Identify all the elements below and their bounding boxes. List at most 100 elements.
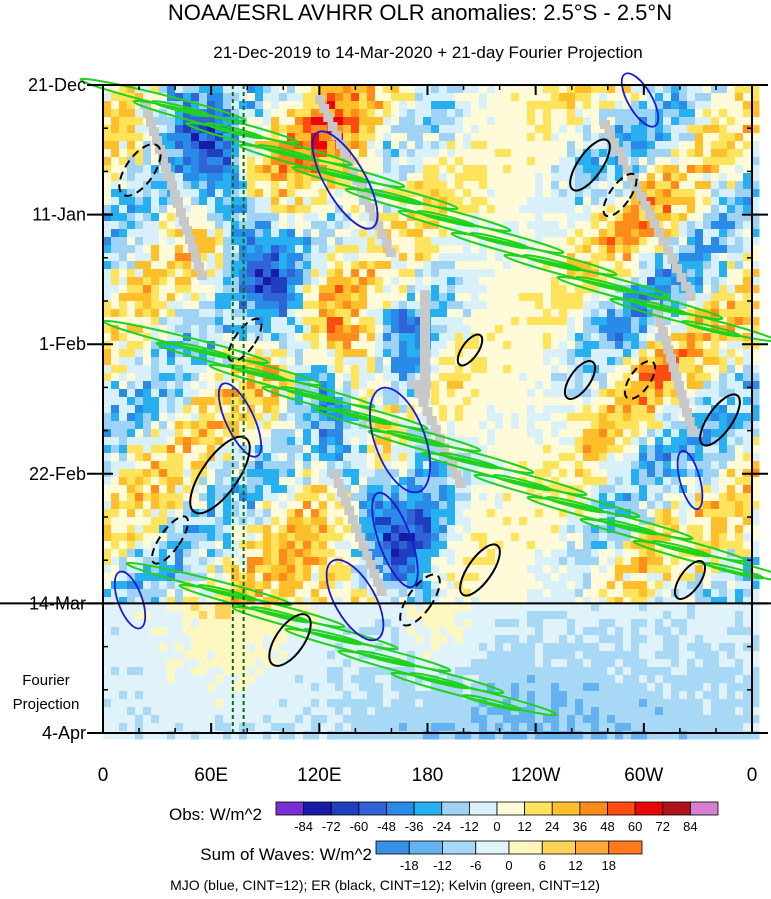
obs-cell	[271, 541, 280, 550]
obs-cell	[575, 485, 584, 494]
obs-cell	[551, 405, 560, 414]
obs-cell	[199, 117, 208, 126]
obs-cell	[567, 397, 576, 406]
obs-cell	[639, 437, 648, 446]
obs-cell	[231, 133, 240, 142]
obs-cell	[503, 541, 512, 550]
obs-cell	[607, 349, 616, 358]
obs-cell	[751, 493, 760, 502]
obs-cell	[615, 245, 624, 254]
obs-cell	[751, 501, 760, 510]
obs-cell	[423, 509, 432, 518]
obs-cell	[647, 149, 656, 158]
obs-cell	[567, 413, 576, 422]
obs-cell	[223, 461, 232, 470]
obs-cell	[255, 221, 264, 230]
obs-cell	[591, 373, 600, 382]
obs-cell	[719, 405, 728, 414]
obs-cell	[623, 357, 632, 366]
obs-cell	[167, 221, 176, 230]
obs-cell	[343, 237, 352, 246]
obs-cell	[263, 333, 272, 342]
obs-cell	[407, 157, 416, 166]
obs-cell	[191, 533, 200, 542]
obs-cell	[359, 341, 368, 350]
obs-cell	[535, 173, 544, 182]
obs-cell	[735, 317, 744, 326]
obs-cell	[383, 381, 392, 390]
obs-cell	[103, 173, 112, 182]
obs-cell	[511, 357, 520, 366]
obs-cell	[255, 373, 264, 382]
obs-cell	[519, 525, 528, 534]
obs-cell	[111, 477, 120, 486]
obs-cell	[103, 357, 112, 366]
obs-cell	[223, 445, 232, 454]
obs-cell	[679, 461, 688, 470]
obs-cell	[343, 333, 352, 342]
obs-cell	[631, 565, 640, 574]
obs-cell	[663, 493, 672, 502]
obs-cell	[151, 213, 160, 222]
obs-cell	[295, 405, 304, 414]
obs-cell	[351, 269, 360, 278]
obs-cell	[359, 381, 368, 390]
obs-cell	[135, 237, 144, 246]
obs-cell	[503, 397, 512, 406]
obs-cell	[423, 261, 432, 270]
obs-cell	[271, 501, 280, 510]
obs-cell	[543, 205, 552, 214]
obs-cell	[695, 309, 704, 318]
obs-cell	[503, 557, 512, 566]
obs-cell	[591, 117, 600, 126]
obs-cell	[719, 229, 728, 238]
obs-cell	[471, 333, 480, 342]
obs-cell	[375, 445, 384, 454]
obs-cell	[375, 317, 384, 326]
obs-cell	[447, 245, 456, 254]
obs-cell	[271, 317, 280, 326]
obs-cell	[159, 277, 168, 286]
obs-cell	[343, 525, 352, 534]
obs-cell	[519, 493, 528, 502]
obs-cell	[223, 261, 232, 270]
obs-cell	[663, 509, 672, 518]
obs-cell	[695, 109, 704, 118]
obs-cell	[399, 493, 408, 502]
obs-cell	[751, 341, 760, 350]
obs-cell	[383, 477, 392, 486]
obs-cell	[551, 469, 560, 478]
obs-cell	[559, 333, 568, 342]
obs-cell	[503, 309, 512, 318]
obs-cell	[223, 349, 232, 358]
obs-cell	[439, 501, 448, 510]
obs-cell	[415, 173, 424, 182]
obs-cell	[319, 213, 328, 222]
obs-cell	[135, 165, 144, 174]
obs-cell	[671, 237, 680, 246]
obs-cell	[159, 253, 168, 262]
obs-cell	[375, 117, 384, 126]
obs-cell	[359, 317, 368, 326]
obs-cell	[287, 493, 296, 502]
obs-cell	[167, 293, 176, 302]
obs-cell	[743, 293, 752, 302]
obs-cell	[655, 501, 664, 510]
obs-cell	[495, 93, 504, 102]
obs-cell	[183, 413, 192, 422]
obs-cell	[231, 213, 240, 222]
obs-cell	[479, 277, 488, 286]
obs-cell	[175, 237, 184, 246]
obs-cell	[511, 293, 520, 302]
obs-cell	[391, 221, 400, 230]
obs-cell	[399, 245, 408, 254]
obs-cell	[543, 405, 552, 414]
obs-cell	[255, 309, 264, 318]
obs-cell	[319, 477, 328, 486]
obs-cell	[455, 493, 464, 502]
obs-cell	[735, 445, 744, 454]
obs-cell	[575, 109, 584, 118]
obs-cell	[303, 429, 312, 438]
obs-cell	[311, 301, 320, 310]
obs-cell	[303, 349, 312, 358]
